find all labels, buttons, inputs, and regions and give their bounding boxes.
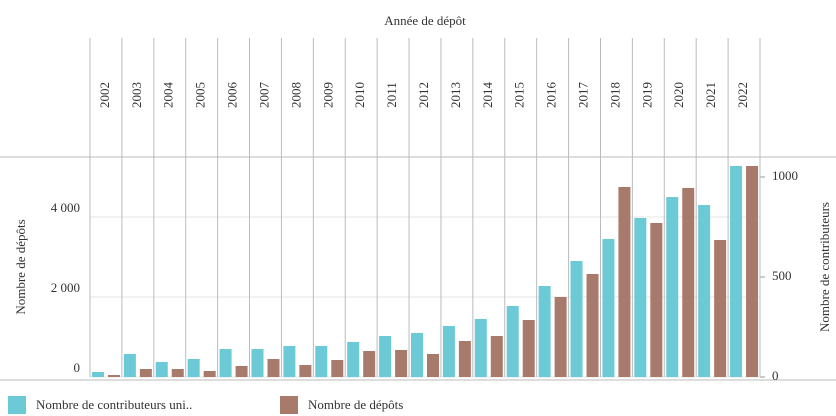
bar [107,375,120,377]
x-tick-label: 2010 [352,82,367,108]
y2-tick-label: 500 [772,268,792,283]
y2-tick-label: 0 [772,368,779,383]
bar [251,349,264,377]
bar [474,319,487,377]
x-tick-label: 2012 [416,82,431,108]
bar [618,187,631,377]
x-tick-label: 2011 [384,82,399,108]
x-tick-label: 2004 [161,82,176,109]
y2-tick-label: 1000 [772,168,798,183]
bar [458,341,471,377]
bar [570,261,583,377]
legend-label: Nombre de contributeurs uni.. [36,397,192,412]
x-tick-label: 2006 [225,82,240,109]
bar [602,239,615,377]
x-tick-label: 2021 [703,82,718,108]
bar [698,205,711,377]
bar [730,166,743,377]
bar [442,326,455,377]
legend-label: Nombre de dépôts [308,397,403,412]
bar [123,354,136,377]
bar [411,333,423,377]
x-tick-label: 2019 [639,82,654,108]
bar [267,359,280,377]
x-tick-label: 2016 [544,82,559,109]
y-title: Nombre de dépôts [13,219,28,314]
bar [235,366,248,377]
x-title: Année de dépôt [384,13,466,28]
bar [586,274,599,377]
bar [746,166,759,377]
y2-title: Nombre de contributeurs [817,202,832,332]
x-tick-label: 2007 [256,82,271,109]
bar [379,336,392,377]
x-tick-label: 2020 [671,82,686,108]
bar [331,360,344,377]
bar [363,351,376,377]
x-tick-label: 2005 [193,82,208,108]
bar [506,306,519,377]
x-tick-label: 2013 [448,82,463,108]
bar [395,350,408,377]
bar [315,346,328,377]
bar [554,297,567,377]
y-tick-label: 4 000 [51,200,80,215]
bar [650,223,663,377]
bar [666,197,679,377]
x-tick-label: 2018 [607,82,622,108]
bar [283,346,296,377]
y-tick-label: 0 [74,360,81,375]
bar [682,188,695,377]
bar [171,369,184,377]
bar [203,371,216,377]
bar [634,218,647,377]
x-tick-label: 2008 [288,82,303,108]
bar [538,286,551,377]
x-tick-label: 2009 [320,82,335,108]
bar [347,342,360,377]
x-tick-label: 2022 [735,82,750,108]
x-tick-label: 2003 [129,82,144,108]
x-tick-label: 2015 [512,82,527,108]
bar [490,336,503,377]
y-tick-label: 2 000 [51,280,80,295]
bar [714,240,727,377]
bar [427,354,439,377]
bar [522,320,535,377]
x-tick-label: 2017 [576,82,591,109]
legend-swatch [8,396,26,414]
x-tick-label: 2014 [480,82,495,109]
x-tick-label: 2002 [97,82,112,108]
legend-swatch [280,396,298,414]
bar [187,359,200,377]
bar [299,365,312,377]
bar [219,349,232,377]
bar [91,372,104,377]
bar [139,369,152,377]
bar [155,362,168,377]
